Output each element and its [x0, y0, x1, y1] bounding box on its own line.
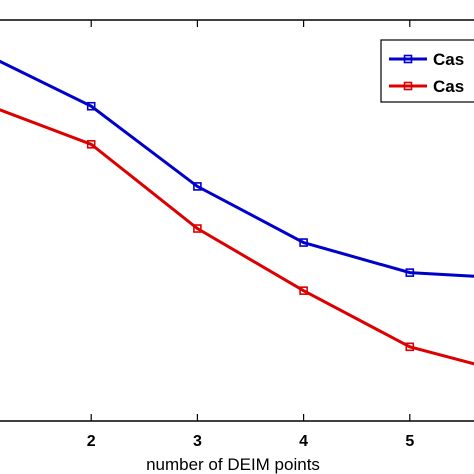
x-tick-label: 4 — [299, 433, 308, 450]
axes-layer — [0, 19, 474, 422]
legend-entry-label: Cas — [433, 50, 464, 69]
x-tick-label: 2 — [87, 433, 96, 450]
series-2-point — [405, 342, 415, 352]
series-1-point — [405, 268, 415, 277]
series-1-point — [299, 238, 308, 247]
series-1-point — [193, 182, 202, 191]
x-tick-label: 5 — [405, 433, 414, 450]
legend-swatch-marker — [403, 54, 413, 64]
legend-entry-label: Cas — [433, 77, 464, 96]
series-line-1 — [0, 59, 474, 278]
series-layer — [0, 59, 474, 366]
tick-layer: 2 3 4 5 — [87, 20, 414, 450]
series-2-point — [299, 286, 308, 295]
series-line-2 — [0, 108, 474, 366]
legend-box — [380, 39, 474, 103]
series-2-point — [193, 224, 202, 233]
legend: Cas Cas — [380, 39, 474, 103]
series-2-point — [86, 140, 96, 149]
legend-swatch-marker — [403, 81, 413, 91]
x-tick-label: 3 — [193, 433, 202, 450]
series-1-point — [86, 101, 96, 111]
x-axis-label: number of DEIM points — [146, 455, 320, 474]
